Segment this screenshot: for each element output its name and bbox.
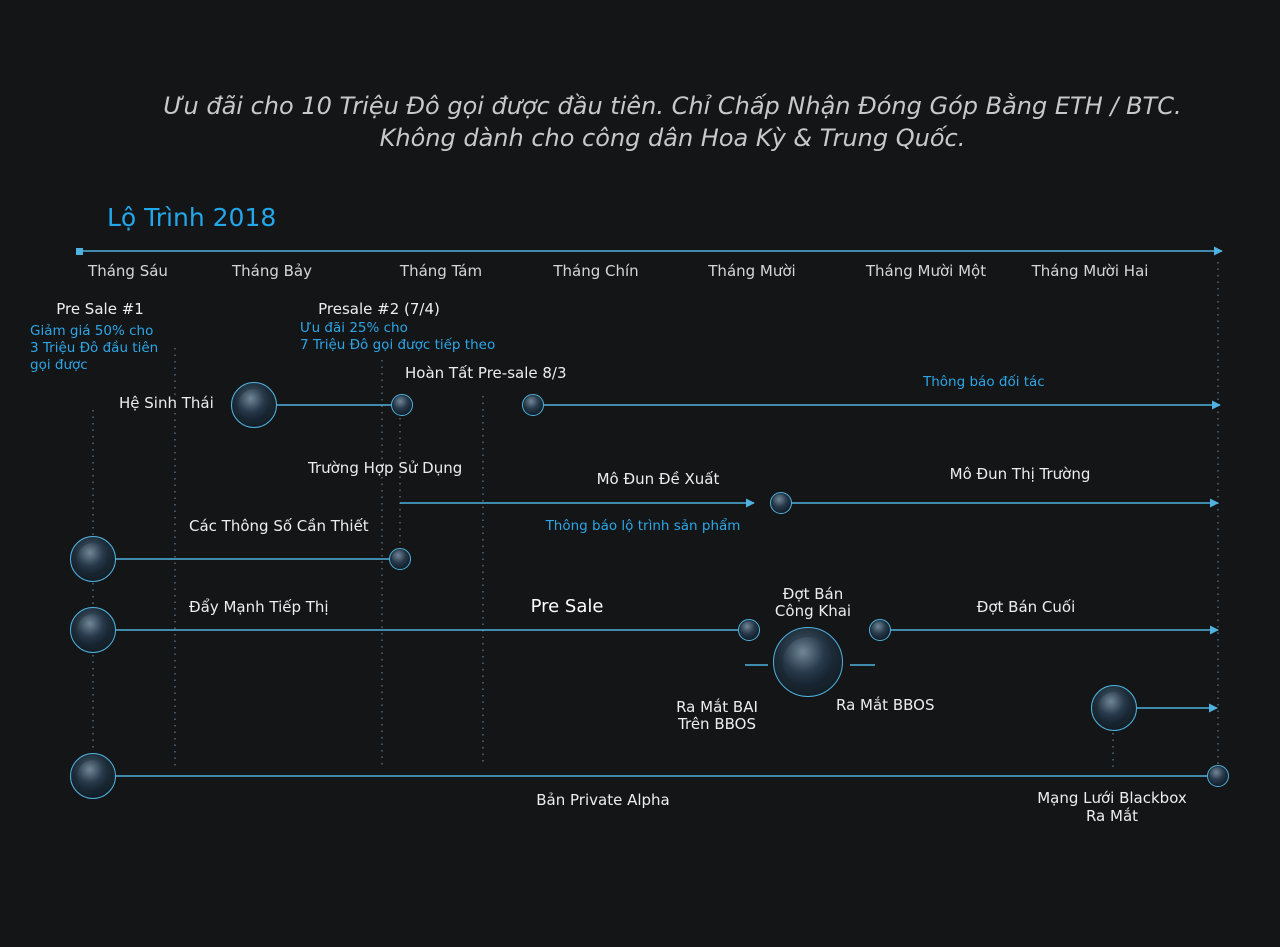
presale2-desc-2: 7 Triệu Đô gọi được tiếp theo	[300, 337, 496, 353]
month-june: Tháng Sáu	[88, 262, 168, 280]
presale-end-node	[738, 619, 760, 641]
ecosystem-label: Hệ Sinh Thái	[119, 394, 214, 412]
presale1-desc-2: 3 Triệu Đô đầu tiên	[30, 340, 159, 356]
partner-announce-label: Thông báo đối tác	[923, 374, 1045, 390]
final-sale-label: Đợt Bán Cuối	[976, 598, 1076, 616]
public-sale-node	[773, 627, 843, 697]
month-december: Tháng Mười Hai	[1031, 262, 1149, 280]
proposal-module-node	[770, 492, 792, 514]
public-sale-label-2: Công Khai	[774, 602, 852, 620]
month-september: Tháng Chín	[553, 262, 639, 280]
marketing-label: Đẩy Mạnh Tiếp Thị	[189, 598, 329, 616]
use-cases-node	[389, 548, 411, 570]
notice-line-1: Ưu đãi cho 10 Triệu Đô gọi được đầu tiên…	[163, 92, 1182, 120]
network-node	[1091, 685, 1137, 731]
month-july: Tháng Bảy	[231, 262, 313, 280]
month-august: Tháng Tám	[399, 262, 483, 280]
bai-launch-label-2: Trên BBOS	[678, 715, 756, 733]
network-launch-label-2: Ra Mắt	[1085, 807, 1139, 825]
proposal-module-label: Mô Đun Đề Xuất	[596, 470, 720, 488]
bbos-launch-label: Ra Mắt BBOS	[836, 696, 935, 714]
marketing-node	[70, 607, 116, 653]
dotted-guides	[92, 262, 1219, 768]
specs-node	[70, 536, 116, 582]
specs-label: Các Thông Số Cần Thiết	[189, 517, 369, 535]
presale-complete-node	[522, 394, 544, 416]
market-module-label: Mô Đun Thị Trường	[949, 465, 1091, 483]
axis-start-marker	[76, 248, 83, 255]
product-roadmap-label: Thông báo lộ trình sản phẩm	[545, 518, 741, 534]
presale-label: Pre Sale	[530, 596, 604, 617]
presale1-desc-1: Giảm giá 50% cho	[30, 323, 154, 339]
presale2-title: Presale #2 (7/4)	[318, 300, 440, 318]
month-october: Tháng Mười	[708, 262, 796, 280]
public-sale-label-1: Đợt Bán	[782, 585, 844, 603]
network-launch-label-1: Mạng Lưới Blackbox	[1037, 789, 1187, 807]
final-sale-node	[869, 619, 891, 641]
bai-launch-label-1: Ra Mắt BAI	[676, 698, 758, 716]
roadmap-title: Lộ Trình 2018	[107, 203, 277, 232]
use-cases-label: Trường Hợp Sử Dụng	[308, 459, 463, 477]
month-november: Tháng Mười Một	[865, 262, 987, 280]
private-alpha-label: Bản Private Alpha	[536, 791, 670, 809]
network-launch-node	[1207, 765, 1229, 787]
ecosystem-node	[231, 382, 277, 428]
presale-complete-label: Hoàn Tất Pre-sale 8/3	[405, 364, 567, 382]
private-alpha-node	[70, 753, 116, 799]
presale2-desc-1: Ưu đãi 25% cho	[300, 320, 408, 336]
presale1-title: Pre Sale #1	[56, 300, 144, 318]
presale1-desc-3: gọi được	[30, 357, 88, 373]
notice-line-2: Không dành cho công dân Hoa Kỳ & Trung Q…	[379, 124, 966, 152]
presale2-node	[391, 394, 413, 416]
